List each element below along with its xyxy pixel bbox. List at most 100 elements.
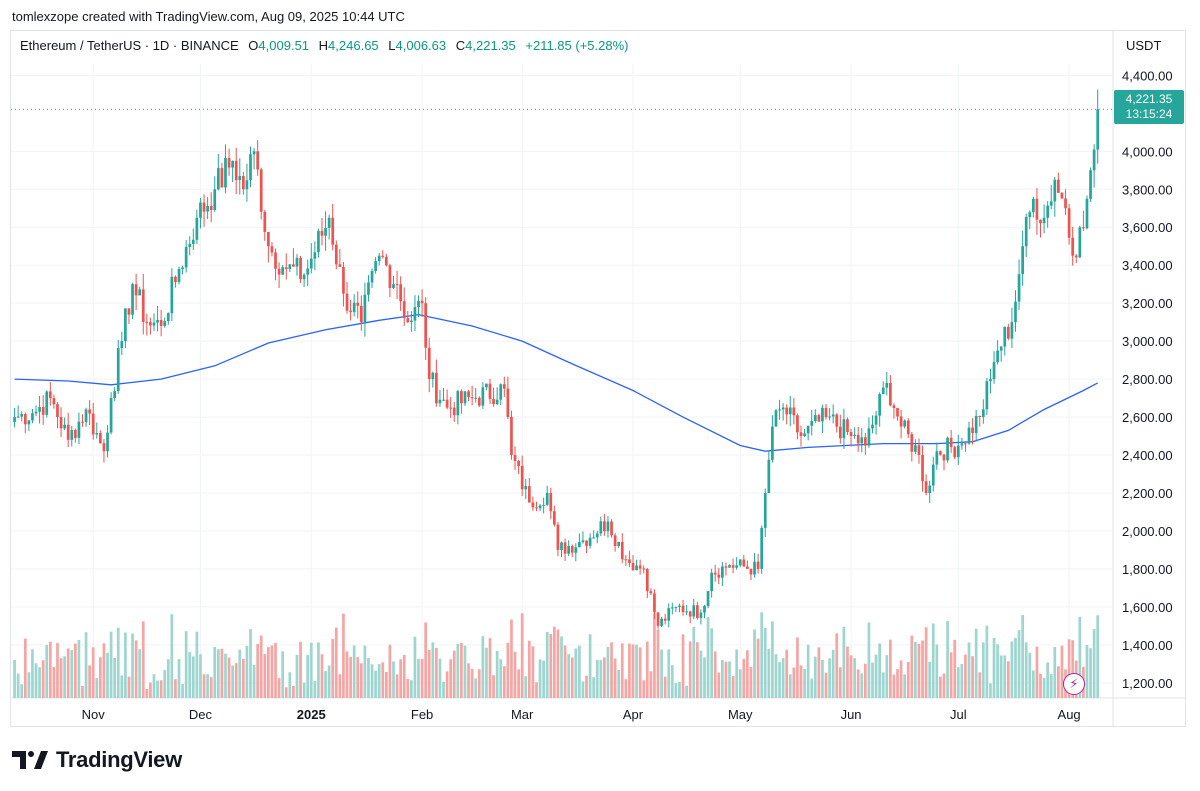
volume-bar	[753, 629, 756, 698]
candle-body	[592, 537, 596, 539]
candle-body	[849, 432, 853, 437]
candle-body	[742, 559, 746, 567]
symbol-label[interactable]: Ethereum / TetherUS · 1D · BINANCE	[20, 38, 239, 53]
candle-body	[145, 321, 149, 323]
candle-body	[749, 568, 753, 575]
volume-bar	[599, 660, 603, 698]
candle-body	[485, 383, 488, 388]
currency-label[interactable]: USDT	[1126, 38, 1162, 53]
candle-body	[785, 407, 789, 415]
candle-body	[585, 540, 588, 546]
high-value: 4,246.65	[328, 38, 379, 53]
candle-body	[438, 399, 442, 404]
candle-body	[620, 541, 624, 560]
volume-bar	[470, 668, 474, 698]
volume-bar	[352, 645, 356, 698]
candle-body	[345, 293, 349, 311]
candle-body	[1028, 212, 1032, 218]
candle-body	[367, 282, 370, 295]
candle-body	[842, 419, 846, 439]
time-tick: Nov	[82, 707, 106, 722]
volume-bar	[184, 631, 188, 698]
volume-bar	[899, 660, 903, 698]
volume-bar	[713, 651, 717, 698]
volume-bar	[227, 657, 231, 698]
candle-body	[1096, 109, 1100, 150]
candle-body	[1010, 322, 1014, 339]
candle-body	[277, 268, 281, 275]
volume-bar	[317, 642, 320, 698]
candle-body	[106, 432, 109, 452]
volume-bar	[838, 667, 842, 698]
candle-body	[23, 414, 27, 425]
candle-body	[306, 268, 310, 275]
volume-bar	[377, 664, 381, 698]
volume-bar	[195, 631, 199, 698]
volume-bar	[492, 675, 495, 698]
volume-bar	[338, 674, 342, 698]
candle-body	[756, 561, 760, 569]
volume-bar	[581, 681, 585, 698]
candle-body	[91, 413, 95, 435]
time-tick: Jul	[950, 707, 967, 722]
candle-body	[670, 607, 674, 609]
candle-body	[420, 300, 424, 304]
price-tick: 1,800.00	[1122, 562, 1173, 577]
volume-bar	[427, 649, 431, 698]
candle-body	[435, 372, 438, 404]
volume-bar	[163, 670, 167, 698]
volume-bar	[331, 638, 335, 698]
price-tick: 3,400.00	[1122, 258, 1173, 273]
lightning-bolt-icon[interactable]: ⚡	[1063, 673, 1085, 695]
volume-bar	[906, 661, 910, 698]
volume-bar	[388, 644, 392, 698]
candle-body	[638, 565, 642, 569]
candle-body	[445, 399, 449, 408]
volume-bar	[710, 628, 713, 698]
time-tick: Mar	[511, 707, 534, 722]
volume-bar	[592, 677, 596, 698]
volume-bar	[903, 674, 907, 698]
candle-body	[524, 486, 528, 490]
candle-body	[56, 404, 59, 417]
volume-bar	[16, 673, 20, 698]
volume-bar	[778, 662, 781, 698]
moving-average-line	[14, 313, 1099, 452]
volume-bar	[159, 680, 163, 698]
candle-body	[660, 618, 663, 626]
volume-bar	[109, 631, 113, 698]
candle-body	[474, 397, 478, 399]
volume-bar	[667, 649, 671, 698]
candle-body	[442, 399, 445, 401]
volume-bar	[806, 644, 810, 698]
volume-bar	[749, 667, 753, 698]
candle-body	[738, 559, 742, 566]
candle-body	[942, 454, 946, 461]
volume-bar	[656, 629, 660, 698]
candle-body	[195, 217, 199, 240]
candle-body	[231, 160, 234, 168]
candle-body	[731, 565, 735, 568]
volume-bar	[563, 645, 567, 698]
candle-body	[181, 267, 184, 270]
candle-body	[63, 424, 66, 429]
volume-bar	[267, 647, 270, 698]
candle-body	[863, 437, 867, 446]
volume-bar	[971, 656, 974, 698]
volume-bar	[84, 632, 88, 698]
candle-body	[163, 321, 167, 326]
volume-bar	[120, 675, 124, 698]
volume-bar	[731, 676, 735, 698]
candle-body	[417, 300, 420, 308]
volume-bar	[502, 666, 506, 698]
candle-body	[73, 430, 77, 438]
volume-bar	[288, 672, 292, 698]
volume-bar	[435, 647, 438, 698]
volume-bar	[535, 682, 538, 698]
volume-bar	[774, 654, 778, 698]
price-tick: 3,000.00	[1122, 334, 1173, 349]
chart-frame[interactable]	[10, 30, 1186, 727]
volume-bar	[399, 659, 402, 698]
candle-body	[359, 305, 363, 323]
